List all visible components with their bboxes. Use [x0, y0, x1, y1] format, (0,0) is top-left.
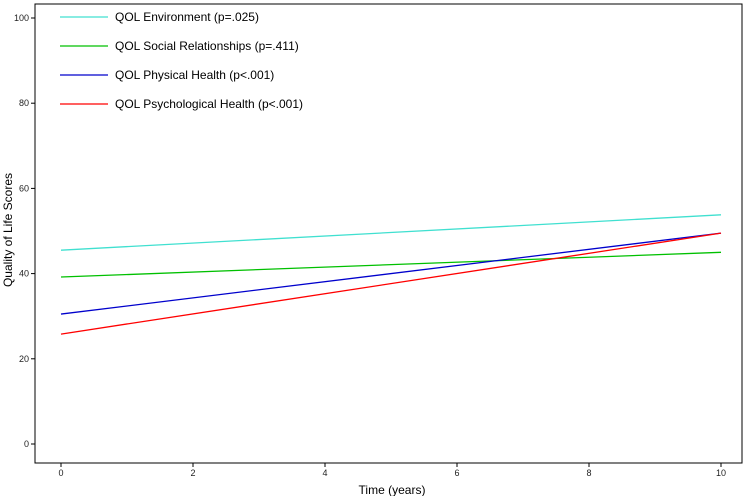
x-axis-title: Time (years): [359, 483, 426, 496]
x-tick-label: 6: [454, 468, 459, 478]
legend-label-2: QOL Physical Health (p<.001): [115, 68, 274, 82]
series-line-1: [60, 251, 722, 278]
x-tick-label: 0: [58, 468, 63, 478]
series-line-2: [60, 232, 722, 315]
legend-label-0: QOL Environment (p=.025): [115, 10, 259, 24]
series-line-0: [60, 214, 722, 251]
y-axis-title: Quality of Life Scores: [1, 173, 15, 287]
y-axis: 0 20 40 60 80 100: [14, 13, 35, 449]
y-tick-label: 60: [19, 183, 29, 193]
legend-label-1: QOL Social Relationships (p=.411): [115, 39, 299, 53]
legend: QOL Environment (p=.025) QOL Social Relat…: [60, 10, 303, 111]
series-line-3: [60, 232, 722, 335]
legend-label-3: QOL Psychological Health (p<.001): [115, 97, 303, 111]
x-tick-label: 10: [716, 468, 726, 478]
x-axis: 0 2 4 6 8 10: [58, 463, 726, 478]
y-tick-label: 0: [24, 439, 29, 449]
x-tick-label: 8: [586, 468, 591, 478]
y-tick-label: 40: [19, 269, 29, 279]
y-tick-label: 100: [14, 13, 29, 23]
x-tick-label: 4: [322, 468, 327, 478]
series-lines: [60, 214, 722, 335]
plot-frame: [34, 3, 743, 464]
y-tick-label: 20: [19, 354, 29, 364]
x-tick-label: 2: [190, 468, 195, 478]
y-tick-label: 80: [19, 98, 29, 108]
